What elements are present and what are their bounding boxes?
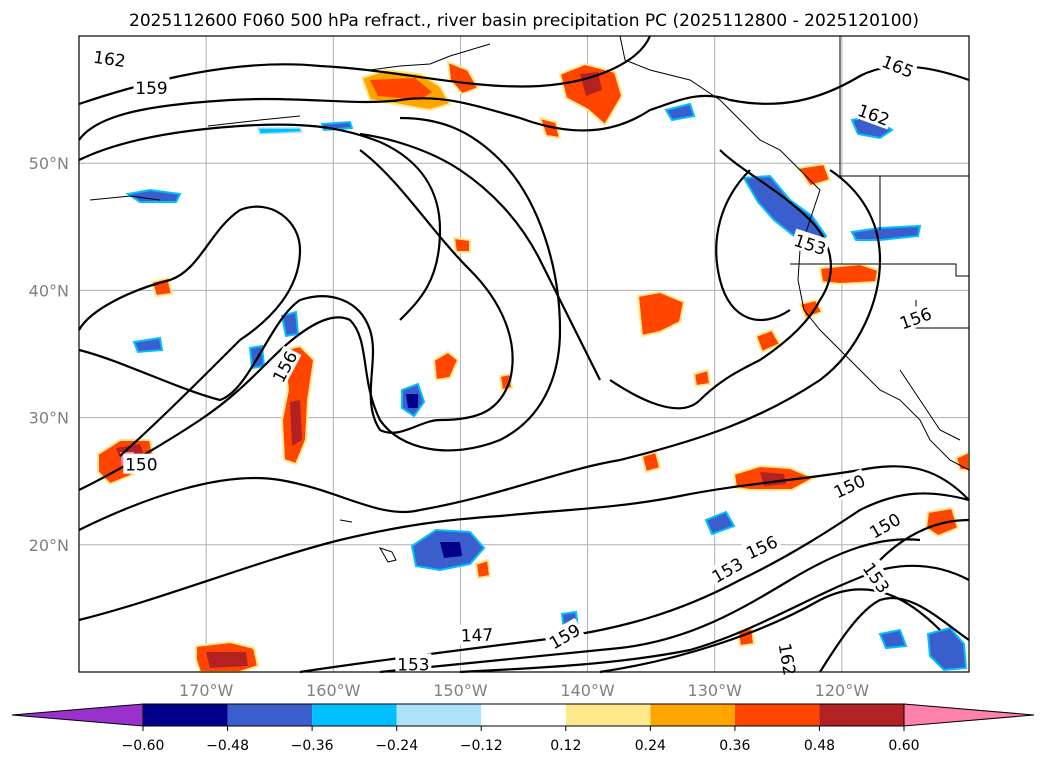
contour-label-bg (395, 653, 432, 674)
contour-label: 150 (123, 453, 160, 476)
colorbar-tick-label: 0.48 (804, 738, 835, 754)
contour-label: 153 (395, 653, 432, 675)
colorbar-segment (734, 704, 820, 726)
contour-label-bg (706, 551, 748, 588)
x-tick-label: 170°W (179, 681, 234, 700)
contour-label-bg (863, 507, 906, 543)
y-tick-label: 20°N (29, 536, 69, 555)
contour-label-bg (740, 529, 782, 564)
colorbar-segment (312, 704, 397, 726)
colorbar-segment (650, 704, 735, 726)
colorbar-tick-label: 0.60 (888, 738, 919, 754)
contour-label-bg (894, 301, 936, 333)
contour-label-bg (790, 228, 831, 259)
x-tick-label: 130°W (688, 681, 743, 700)
contour-label: 159 (133, 77, 170, 99)
contour-label-bg (775, 639, 802, 679)
contour-label-bg (90, 45, 129, 71)
contour-label-bg (133, 77, 170, 98)
x-tick-label: 150°W (433, 681, 488, 700)
colorbar-segment (143, 704, 228, 726)
y-axis-ticks: 50°N 40°N 30°N 20°N (29, 154, 69, 555)
y-tick-label: 30°N (29, 409, 69, 428)
contour-label-bg (543, 617, 585, 654)
map-background (79, 36, 969, 672)
colorbar-segment (481, 704, 566, 726)
colorbar-segment (819, 704, 904, 726)
colorbar: −0.60 −0.48 −0.36 −0.24 −0.12 0.12 0.24 0.36 0.4… (11, 703, 1035, 754)
colorbar-tick-label: 0.36 (719, 738, 750, 754)
colorbar-tick-label: −0.60 (122, 738, 165, 754)
y-tick-label: 50°N (29, 154, 69, 173)
colorbar-segment (565, 704, 651, 726)
x-tick-label: 160°W (306, 681, 361, 700)
contour-label-text: 159 (135, 79, 167, 99)
contour-label-bg (877, 49, 919, 82)
colorbar-tick-label: 0.24 (635, 738, 666, 754)
contour-label-bg (828, 468, 870, 503)
contour-label: 147 (458, 623, 496, 647)
contour-label-text: 150 (125, 456, 157, 476)
chart-title: 2025112600 F060 500 hPa refract., river … (129, 11, 919, 31)
colorbar-segment (396, 704, 482, 726)
y-tick-label: 40°N (29, 281, 69, 300)
x-axis-ticks: 170°W 160°W 150°W 140°W 130°W 120°W (179, 681, 869, 700)
gridlines (79, 36, 969, 672)
contour-label: 162 (90, 45, 129, 72)
colorbar-extend-high (903, 703, 1035, 727)
map-frame (78, 35, 970, 673)
contour-label-text: 147 (460, 626, 493, 647)
colorbar-frame (142, 703, 905, 727)
contour-label-bg (458, 623, 496, 645)
colorbar-tick-label: 0.12 (550, 738, 581, 754)
colorbar-tick-label: −0.48 (206, 738, 249, 754)
contour-label: 165 (877, 49, 919, 83)
contour-label-text: 162 (92, 48, 127, 72)
contour-label-bg (123, 453, 160, 474)
contour-label-bg (266, 345, 302, 387)
colorbar-extend-low (11, 703, 144, 727)
x-tick-label: 140°W (560, 681, 615, 700)
contour-label-bg (853, 98, 895, 130)
contour-label-text: 153 (397, 655, 429, 675)
colorbar-tick-label: −0.12 (460, 738, 503, 754)
contour-label-bg (858, 556, 896, 598)
colorbar-tick-label: −0.36 (291, 738, 334, 754)
colorbar-segment (227, 704, 313, 726)
refractivity-contours (78, 35, 970, 674)
x-tick-label: 120°W (815, 681, 870, 700)
colorbar-tick-label: −0.24 (375, 738, 418, 754)
